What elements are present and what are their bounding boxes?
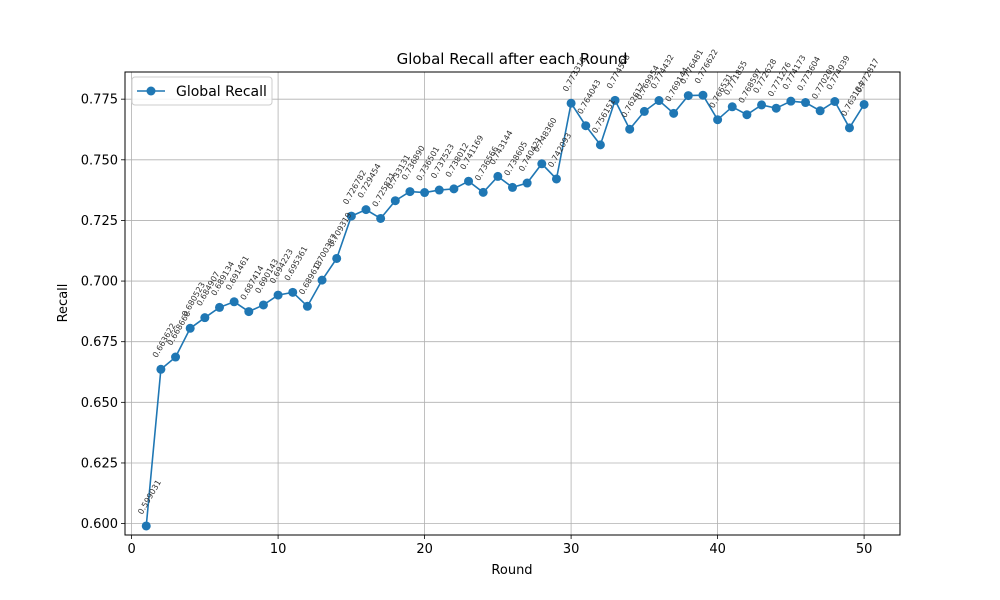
y-tick-label: 0.725 [81, 214, 118, 229]
x-tick-label: 50 [856, 542, 873, 557]
y-axis-title: Recall [56, 284, 71, 323]
data-point [522, 178, 532, 188]
data-point [405, 187, 415, 197]
y-tick-label: 0.750 [81, 153, 118, 168]
data-point [141, 521, 151, 531]
data-point [464, 176, 474, 186]
data-point [742, 110, 752, 120]
data-point [698, 90, 708, 100]
legend: Global Recall [131, 76, 273, 106]
data-point [595, 140, 605, 150]
data-point [537, 159, 547, 169]
data-point [830, 96, 840, 106]
data-point [185, 323, 195, 333]
data-point [200, 313, 210, 323]
data-point [478, 187, 488, 197]
legend-marker-swatch [146, 86, 156, 96]
data-point [508, 182, 517, 192]
data-point [390, 196, 400, 206]
data-point [449, 184, 459, 194]
chart-title: Global Recall after each Round [397, 50, 628, 68]
data-point [302, 301, 312, 311]
data-point [844, 123, 854, 133]
series-marker-layer [141, 90, 869, 531]
data-point [581, 121, 591, 131]
data-point [171, 352, 181, 362]
data-point [317, 275, 327, 285]
x-tick-label: 0 [127, 542, 135, 557]
x-tick-label: 30 [563, 542, 580, 557]
y-tick-label: 0.675 [81, 335, 118, 350]
data-point [669, 108, 679, 118]
data-point [683, 91, 693, 101]
data-point [551, 174, 561, 184]
data-point [229, 297, 239, 307]
x-tick-label: 10 [270, 542, 287, 557]
data-point [727, 102, 737, 112]
data-point [156, 364, 166, 374]
data-point [244, 307, 254, 317]
data-point [859, 99, 869, 109]
data-point [420, 188, 430, 198]
x-axis-ticks: 0 10 20 30 40 50 [127, 535, 872, 557]
data-point [771, 103, 781, 113]
y-tick-label: 0.625 [81, 456, 118, 471]
y-tick-label: 0.775 [81, 93, 118, 108]
data-point [332, 253, 342, 263]
data-point [639, 106, 649, 116]
legend-box [131, 76, 273, 106]
x-axis-title: Round [491, 563, 532, 578]
data-point [625, 124, 635, 134]
data-point [376, 213, 386, 223]
x-tick-label: 40 [709, 542, 726, 557]
data-point [214, 302, 224, 312]
y-tick-label: 0.600 [81, 517, 118, 532]
data-point [757, 100, 767, 110]
plot-frame [124, 71, 901, 536]
data-point [801, 98, 811, 108]
grid-lines [125, 72, 900, 535]
x-tick-label: 20 [416, 542, 433, 557]
data-point [786, 96, 796, 106]
y-tick-label: 0.650 [81, 396, 118, 411]
data-point [815, 106, 825, 116]
data-point [434, 185, 444, 195]
data-point [713, 115, 723, 125]
data-point [361, 205, 371, 215]
data-point [654, 96, 664, 106]
y-tick-label: 0.700 [81, 275, 118, 290]
data-point [346, 211, 356, 221]
plot-area [125, 72, 900, 535]
data-point [288, 287, 298, 297]
y-axis-ticks: 0.600 0.625 0.650 0.675 0.700 0.725 0.750 0.775 [81, 93, 125, 532]
data-point [273, 290, 283, 300]
data-point [493, 171, 503, 181]
data-point [258, 300, 268, 310]
data-point [566, 98, 576, 108]
data-point [610, 95, 620, 105]
legend-label: Global Recall [176, 84, 267, 100]
